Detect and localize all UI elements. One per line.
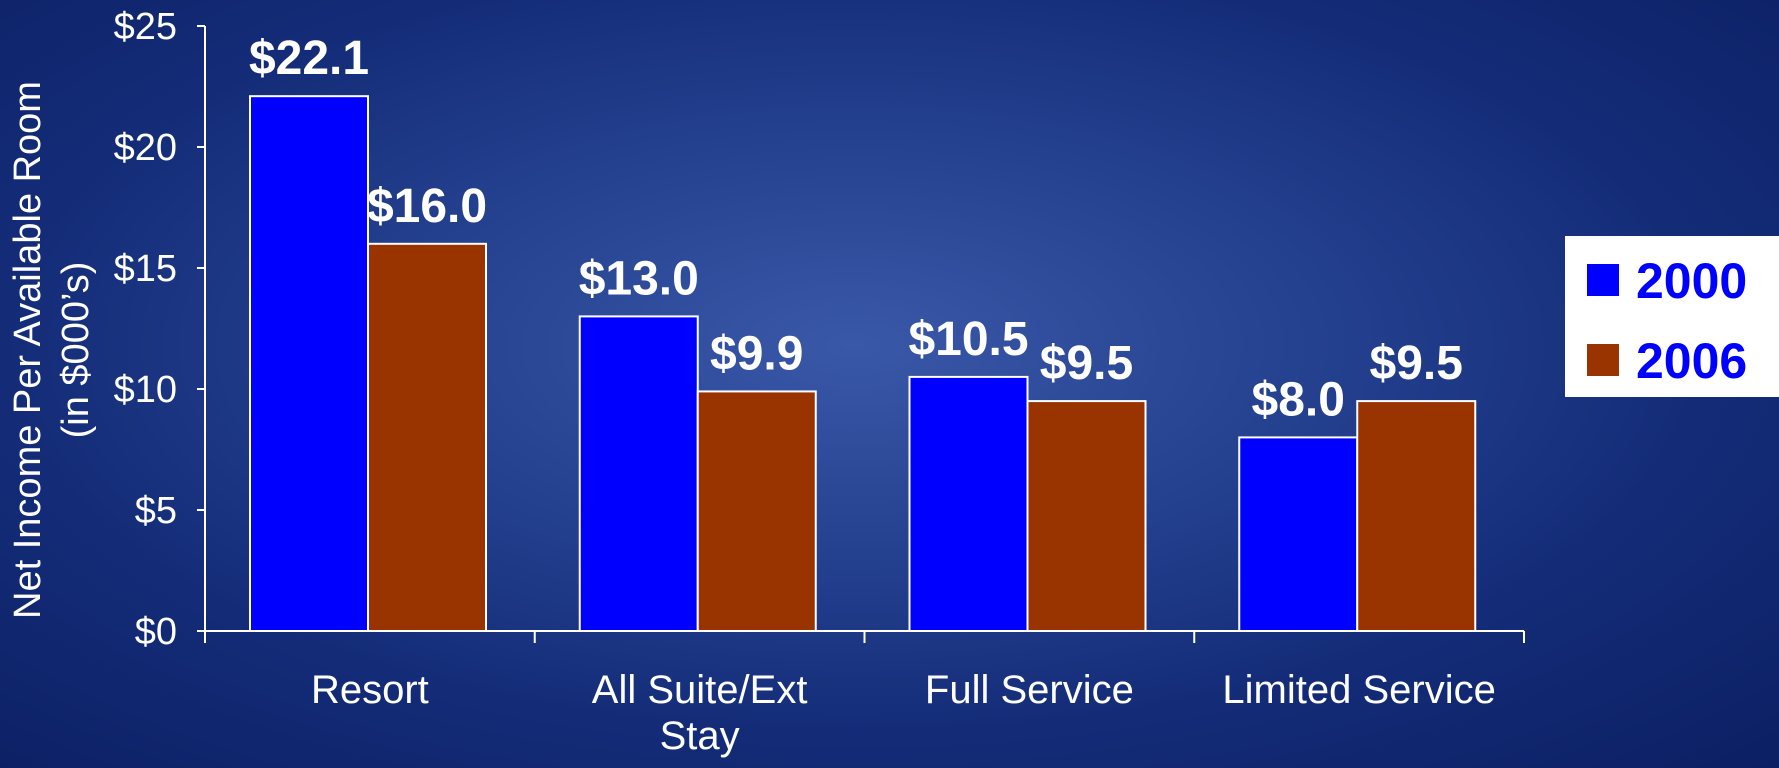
bar — [698, 391, 816, 631]
y-tick-label: $5 — [135, 490, 177, 532]
page: Net Income Per Available Room (in $000’s… — [0, 0, 1779, 768]
x-tick-label: All Suite/Ext Stay — [547, 667, 853, 759]
legend-swatch — [1587, 344, 1619, 376]
value-label: $9.5 — [1370, 337, 1463, 390]
x-tick-label: Full Service — [876, 667, 1182, 713]
value-label: $8.0 — [1252, 373, 1345, 426]
bar — [1239, 437, 1357, 631]
x-tick-label: Resort — [217, 667, 523, 713]
y-axis-title: Net Income Per Available Room — [7, 81, 49, 619]
value-label: $10.5 — [908, 313, 1028, 366]
x-tick-label: Limited Service — [1206, 667, 1512, 713]
chart: Net Income Per Available Room (in $000’s… — [0, 0, 1779, 768]
bar — [1028, 401, 1146, 631]
bar — [1357, 401, 1475, 631]
value-label: $9.9 — [710, 327, 803, 380]
value-label: $9.5 — [1040, 337, 1133, 390]
y-tick-label: $0 — [135, 611, 177, 653]
value-label: $16.0 — [367, 180, 487, 233]
y-tick-label: $20 — [114, 127, 177, 169]
y-tick-label: $10 — [114, 369, 177, 411]
legend-swatch — [1587, 264, 1619, 296]
y-axis-title: (in $000’s) — [55, 262, 97, 439]
y-tick-label: $15 — [114, 248, 177, 290]
legend-label: 2006 — [1636, 333, 1747, 389]
bar — [910, 377, 1028, 631]
bar — [250, 96, 368, 631]
value-label: $13.0 — [579, 252, 699, 305]
y-tick-label: $25 — [114, 6, 177, 48]
bar — [580, 316, 698, 631]
legend-label: 2000 — [1636, 253, 1747, 309]
value-label: $22.1 — [249, 32, 369, 85]
bar — [368, 244, 486, 631]
